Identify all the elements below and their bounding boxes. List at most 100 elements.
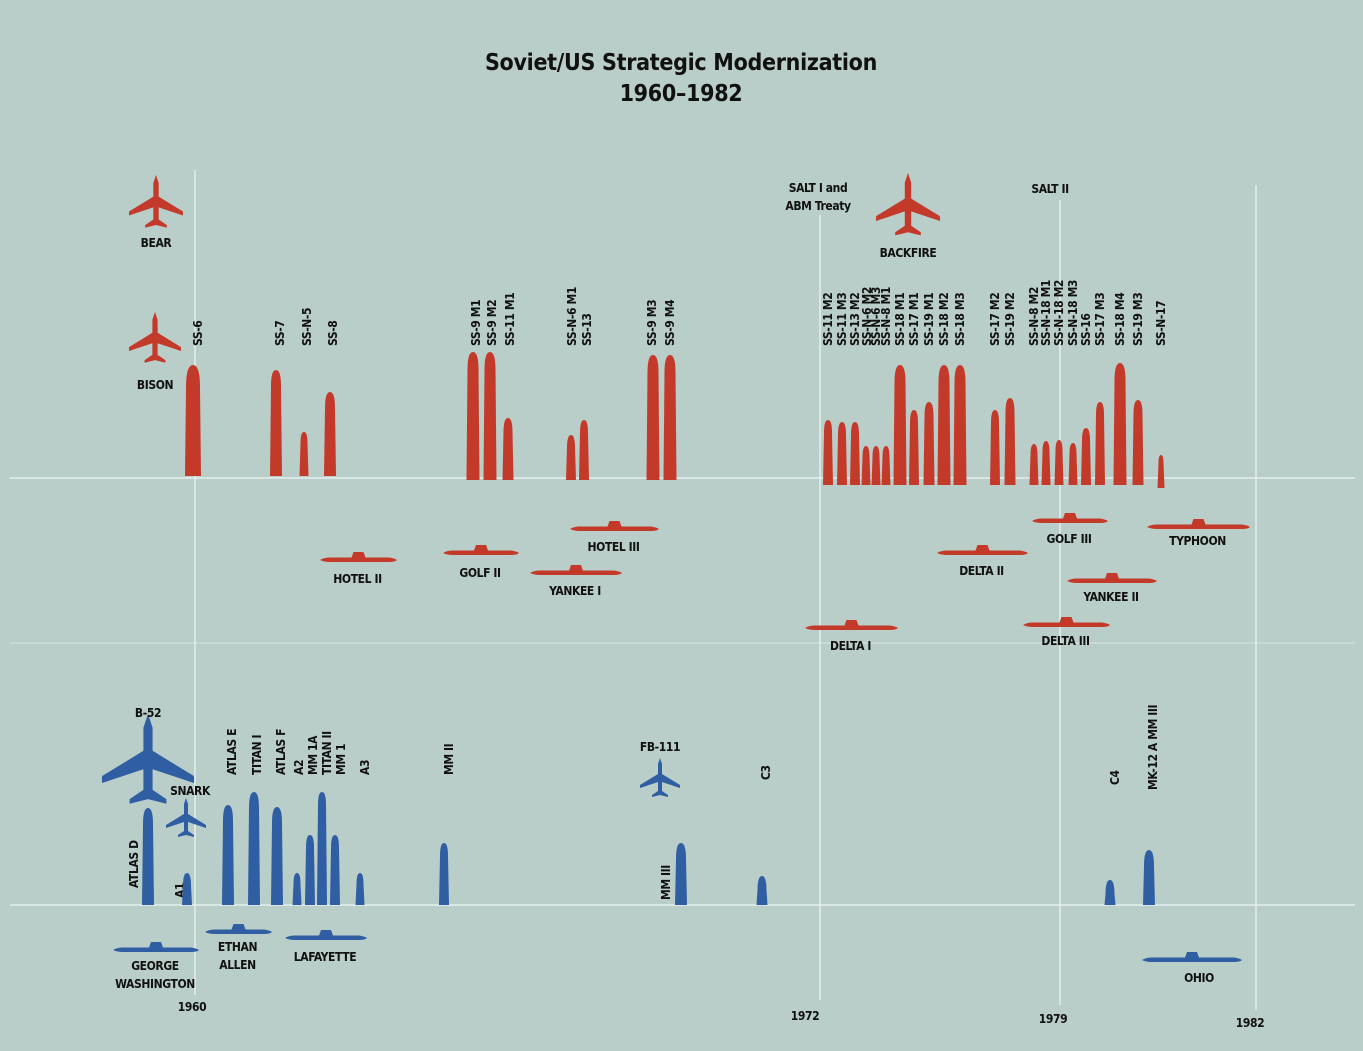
missile: [292, 873, 302, 905]
submarine: [205, 924, 272, 934]
missile-label: MM II: [442, 743, 456, 775]
title: Soviet/US Strategic Modernization: [485, 50, 877, 76]
bomber-label: BISON: [137, 378, 174, 392]
missile-label: A2: [292, 760, 306, 775]
missile: [299, 432, 309, 476]
submarine-label: WASHINGTON: [115, 977, 195, 991]
submarine: [530, 565, 622, 575]
year-label: 1972: [791, 1009, 819, 1023]
missile-label: SS-17 M1: [907, 293, 921, 346]
missile-label: SS-11 M2: [821, 293, 835, 346]
submarine-label: GOLF III: [1047, 532, 1092, 546]
missile: [861, 446, 871, 485]
missile: [893, 365, 907, 485]
missile: [953, 365, 967, 485]
submarine: [1067, 573, 1157, 583]
submarine-label: DELTA I: [830, 639, 871, 653]
missile: [305, 835, 315, 905]
missile: [1095, 402, 1105, 485]
missile-label: A3: [358, 760, 372, 775]
submarine-label: HOTEL II: [333, 572, 382, 586]
submarine: [113, 942, 199, 952]
missile: [1157, 455, 1165, 488]
submarine-label: GEORGE: [131, 959, 179, 973]
aircraft: [640, 758, 680, 797]
submarine: [937, 545, 1028, 555]
missile-label: SS-N-18 M2: [1052, 280, 1066, 346]
missile-label: SS-N-18 M1: [1039, 280, 1053, 346]
missile-label: SS-7: [273, 321, 287, 346]
missile: [185, 365, 201, 476]
missile: [1113, 363, 1127, 485]
submarine-label: DELTA II: [959, 564, 1004, 578]
missile: [222, 805, 234, 905]
missile-label: ATLAS D: [127, 840, 141, 888]
submarine-label: HOTEL III: [587, 540, 639, 554]
missile: [871, 446, 881, 485]
bomber-label: SNARK: [170, 784, 211, 798]
title: 1960–1982: [620, 81, 743, 107]
missile: [566, 435, 576, 480]
missile-label: C4: [1108, 769, 1122, 785]
missile-label: SS-17 M2: [988, 293, 1002, 346]
missile: [1029, 444, 1039, 485]
year-label: 1979: [1039, 1012, 1067, 1026]
missile: [248, 792, 260, 905]
missile: [142, 808, 154, 905]
missile-label: MM 1: [334, 744, 348, 775]
submarine-label: DELTA III: [1041, 634, 1090, 648]
missile: [317, 792, 327, 905]
missile: [1054, 440, 1064, 485]
missile: [1041, 441, 1051, 485]
missile-label: SS-9 M1: [469, 300, 483, 346]
missile-label: MM 1A: [306, 735, 320, 775]
aircraft: [129, 312, 181, 363]
missile-label: SS-9 M2: [485, 300, 499, 346]
submarine-label: LAFAYETTE: [294, 950, 356, 964]
missile: [355, 873, 365, 905]
missile: [1004, 398, 1016, 485]
aircraft: [166, 798, 206, 837]
submarine-label: ETHAN: [218, 940, 258, 954]
year-label: 1960: [178, 1000, 206, 1014]
missile: [1132, 400, 1144, 485]
missile: [1143, 850, 1155, 905]
missile-label: SS-8: [326, 321, 340, 346]
missile: [881, 446, 891, 485]
missile-label: SS-18 M3: [953, 293, 967, 346]
missile-label: SS-18 M2: [937, 293, 951, 346]
missile: [502, 418, 514, 480]
treaty-label: SALT I and: [789, 181, 848, 195]
missile: [909, 410, 919, 485]
missile: [646, 355, 660, 480]
missile: [1104, 880, 1116, 905]
missile-label: SS-N-8 M1: [879, 287, 893, 346]
missile-label: SS-18 M4: [1113, 292, 1127, 346]
missile: [823, 420, 833, 485]
missile: [330, 835, 340, 905]
missile: [937, 365, 951, 485]
missile: [439, 843, 449, 905]
missile-label: TITAN I: [250, 734, 264, 775]
missile-label: SS-N-18 M3: [1066, 280, 1080, 346]
missile: [850, 422, 860, 485]
submarine-label: YANKEE II: [1082, 590, 1139, 604]
missile-label: MK-12 A MM III: [1146, 704, 1160, 790]
aircraft: [102, 714, 194, 804]
submarine: [570, 521, 659, 531]
missile-label: SS-19 M3: [1131, 293, 1145, 346]
submarine-label: OHIO: [1184, 971, 1214, 985]
missile: [270, 370, 282, 476]
missile: [1068, 443, 1078, 485]
missile-label: SS-N-8 M2: [1027, 287, 1041, 346]
missile-label: SS-19 M2: [1003, 293, 1017, 346]
missile-label: SS-16: [1079, 313, 1093, 346]
treaty-label: ABM Treaty: [785, 199, 851, 213]
submarine-label: GOLF II: [459, 566, 501, 580]
submarine: [1147, 519, 1250, 529]
missile: [923, 402, 935, 485]
missile-label: SS-11 M3: [835, 293, 849, 346]
submarine: [1032, 513, 1108, 523]
missile-label: SS-6: [191, 321, 205, 346]
missile-label: SS-17 M3: [1093, 293, 1107, 346]
